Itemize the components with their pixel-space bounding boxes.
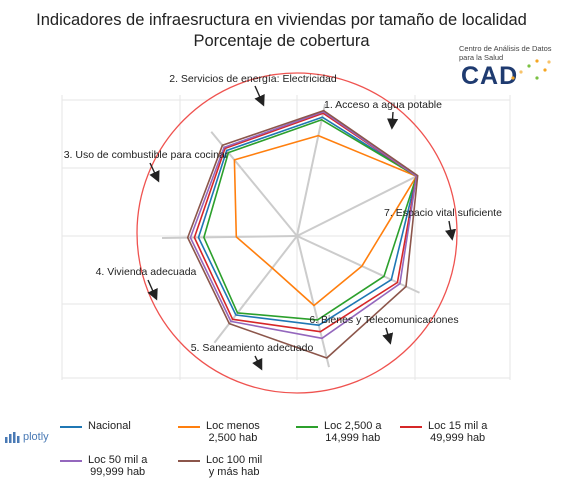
legend-swatch xyxy=(400,426,422,428)
series-polygon-4[interactable] xyxy=(189,111,418,340)
legend-swatch xyxy=(60,460,82,462)
cartesian-grid xyxy=(61,95,511,380)
legend-swatch xyxy=(296,426,318,428)
logo-dot xyxy=(543,68,547,72)
legend-label: Loc 100 mil y más hab xyxy=(206,454,263,478)
spoke-line xyxy=(162,235,298,240)
legend-item-1[interactable]: Loc menos 2,500 hab xyxy=(178,420,260,444)
series-polygon-1[interactable] xyxy=(233,134,418,307)
axis-label-3: 3. Uso de combustible para cocinar xyxy=(64,149,229,161)
legend-item-5[interactable]: Loc 100 mil y más hab xyxy=(178,454,262,478)
logo-wordmark: CAD xyxy=(461,62,519,90)
logo-dot xyxy=(547,60,551,64)
axis-label-layer: 1. Acceso a agua potable 2. Servicios de … xyxy=(64,73,502,371)
legend-label: Nacional xyxy=(88,420,131,432)
series-polygon-2[interactable] xyxy=(203,119,418,321)
legend-item-3[interactable]: Loc 15 mil a 49,999 hab xyxy=(400,420,487,444)
axis-label-arrow xyxy=(386,111,399,130)
logo-dot xyxy=(535,59,539,63)
axis-label-7: 7. Espacio vital suficiente xyxy=(384,207,502,219)
logo-dot xyxy=(519,70,523,74)
legend-swatch xyxy=(60,426,82,428)
series-polygon-5[interactable] xyxy=(186,109,419,359)
legend-label: Loc menos 2,500 hab xyxy=(206,420,260,444)
legend-swatch xyxy=(178,426,200,428)
bar-chart-icon xyxy=(5,432,20,443)
chart-subtitle: Porcentaje de cobertura xyxy=(193,32,370,50)
spoke-line xyxy=(213,235,298,344)
spoke-line xyxy=(296,235,420,294)
logo-text-line1: Centro de Análisis de Datos xyxy=(459,44,552,53)
axis-label-2: 2. Servicios de energía: Electricidad xyxy=(169,73,337,85)
axis-label-arrow xyxy=(149,162,160,183)
legend-item-0[interactable]: Nacional xyxy=(60,420,131,432)
axis-label-arrow xyxy=(147,279,158,301)
spoke-line xyxy=(296,235,330,368)
spoke-line xyxy=(296,174,419,237)
logo-text-line2: para la Salud xyxy=(459,53,504,62)
reference-circle-layer xyxy=(136,72,458,394)
axis-label-5: 5. Saneamiento adecuado xyxy=(191,342,314,354)
axis-label-arrow xyxy=(445,220,457,241)
logo-dot xyxy=(511,76,515,80)
legend-item-4[interactable]: Loc 50 mil a 99,999 hab xyxy=(60,454,147,478)
series-polygon-0[interactable] xyxy=(197,116,418,327)
chart-title: Indicadores de infraesructura en viviend… xyxy=(0,10,563,52)
axis-label-4: 4. Vivienda adecuada xyxy=(96,266,197,278)
chart-title-line1: Indicadores de infraesructura en viviend… xyxy=(36,11,527,29)
series-layer xyxy=(186,109,419,359)
logo-dot xyxy=(527,64,531,68)
spoke-line xyxy=(296,103,327,237)
axis-label-arrow xyxy=(252,355,263,371)
logo-dots xyxy=(511,59,551,80)
radar-chart: 1. Acceso a agua potable 2. Servicios de … xyxy=(61,72,511,394)
legend-label: Loc 50 mil a 99,999 hab xyxy=(88,454,148,478)
axis-label-6: 6. Bienes y Telecomunicaciones xyxy=(309,314,458,326)
plotly-badge[interactable]: plotly xyxy=(4,430,49,444)
axis-label-arrow xyxy=(382,327,394,345)
reference-circle xyxy=(136,72,458,394)
legend-label: Loc 15 mil a 49,999 hab xyxy=(428,420,488,444)
axis-label-1: 1. Acceso a agua potable xyxy=(324,99,442,111)
axis-label-arrow xyxy=(254,85,265,107)
legend-label: Loc 2,500 a 14,999 hab xyxy=(324,420,382,444)
logo-dot xyxy=(535,76,539,80)
cad-logo: Centro de Análisis de Datos para la Salu… xyxy=(459,44,559,94)
plotly-badge-label: plotly xyxy=(23,431,49,443)
legend: Nacional Loc menos 2,500 hab Loc 2,500 a 1… xyxy=(60,420,520,486)
legend-swatch xyxy=(178,460,200,462)
legend-item-2[interactable]: Loc 2,500 a 14,999 hab xyxy=(296,420,382,444)
